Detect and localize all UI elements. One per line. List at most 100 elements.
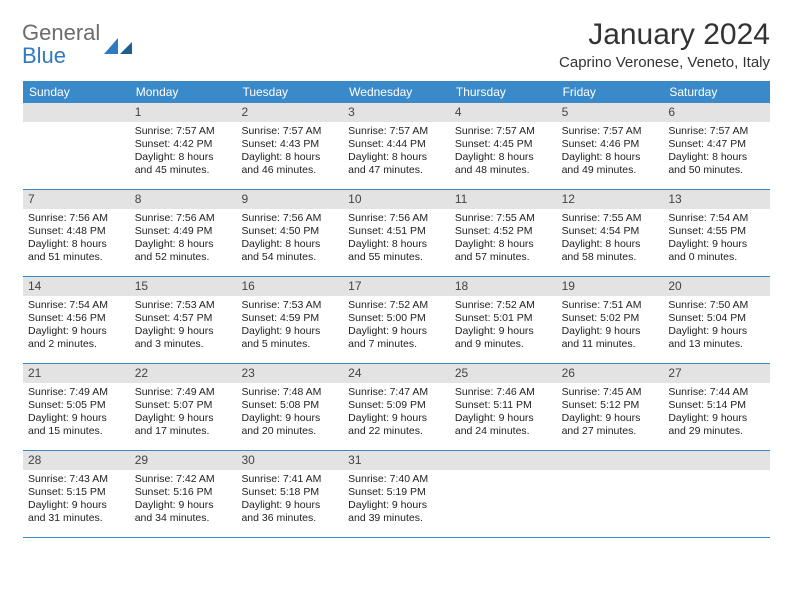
daylight-text-1: Daylight: 8 hours <box>241 151 338 164</box>
sunset-text: Sunset: 4:54 PM <box>562 225 659 238</box>
day-number: 22 <box>130 364 237 383</box>
daylight-text-2: and 5 minutes. <box>241 338 338 351</box>
daylight-text-2: and 51 minutes. <box>28 251 125 264</box>
day-number: 21 <box>23 364 130 383</box>
empty-cell: . <box>450 451 557 537</box>
daylight-text-2: and 7 minutes. <box>348 338 445 351</box>
sunset-text: Sunset: 4:59 PM <box>241 312 338 325</box>
daylight-text-2: and 52 minutes. <box>135 251 232 264</box>
location-label: Caprino Veronese, Veneto, Italy <box>559 54 770 71</box>
sunset-text: Sunset: 5:08 PM <box>241 399 338 412</box>
day-cell: 14Sunrise: 7:54 AMSunset: 4:56 PMDayligh… <box>23 277 130 363</box>
sunset-text: Sunset: 5:11 PM <box>455 399 552 412</box>
day-number: 18 <box>450 277 557 296</box>
day-cell: 25Sunrise: 7:46 AMSunset: 5:11 PMDayligh… <box>450 364 557 450</box>
daylight-text-1: Daylight: 9 hours <box>668 238 765 251</box>
sunset-text: Sunset: 5:15 PM <box>28 486 125 499</box>
sunset-text: Sunset: 4:49 PM <box>135 225 232 238</box>
day-details: Sunrise: 7:45 AMSunset: 5:12 PMDaylight:… <box>557 383 664 444</box>
sunset-text: Sunset: 4:55 PM <box>668 225 765 238</box>
sunset-text: Sunset: 5:07 PM <box>135 399 232 412</box>
logo-text-blue: Blue <box>22 43 100 69</box>
sunrise-text: Sunrise: 7:52 AM <box>348 299 445 312</box>
daylight-text-1: Daylight: 8 hours <box>28 238 125 251</box>
day-details: Sunrise: 7:44 AMSunset: 5:14 PMDaylight:… <box>663 383 770 444</box>
day-number: 3 <box>343 103 450 122</box>
sunrise-text: Sunrise: 7:49 AM <box>135 386 232 399</box>
day-number: 14 <box>23 277 130 296</box>
day-number: 26 <box>557 364 664 383</box>
day-details: Sunrise: 7:42 AMSunset: 5:16 PMDaylight:… <box>130 470 237 531</box>
day-number: . <box>23 103 130 122</box>
day-number: 1 <box>130 103 237 122</box>
day-number: 24 <box>343 364 450 383</box>
sunset-text: Sunset: 5:02 PM <box>562 312 659 325</box>
day-number: . <box>663 451 770 470</box>
day-details: Sunrise: 7:55 AMSunset: 4:52 PMDaylight:… <box>450 209 557 270</box>
week-row: 28Sunrise: 7:43 AMSunset: 5:15 PMDayligh… <box>23 451 770 538</box>
day-details: Sunrise: 7:46 AMSunset: 5:11 PMDaylight:… <box>450 383 557 444</box>
day-details: Sunrise: 7:53 AMSunset: 4:59 PMDaylight:… <box>236 296 343 357</box>
day-number: 20 <box>663 277 770 296</box>
day-cell: 29Sunrise: 7:42 AMSunset: 5:16 PMDayligh… <box>130 451 237 537</box>
day-cell: 20Sunrise: 7:50 AMSunset: 5:04 PMDayligh… <box>663 277 770 363</box>
daylight-text-2: and 3 minutes. <box>135 338 232 351</box>
daylight-text-2: and 24 minutes. <box>455 425 552 438</box>
daylight-text-1: Daylight: 9 hours <box>348 412 445 425</box>
day-cell: 18Sunrise: 7:52 AMSunset: 5:01 PMDayligh… <box>450 277 557 363</box>
week-row: 7Sunrise: 7:56 AMSunset: 4:48 PMDaylight… <box>23 190 770 277</box>
daylight-text-1: Daylight: 9 hours <box>348 325 445 338</box>
sunrise-text: Sunrise: 7:45 AM <box>562 386 659 399</box>
sunrise-text: Sunrise: 7:57 AM <box>135 125 232 138</box>
day-details: Sunrise: 7:57 AMSunset: 4:45 PMDaylight:… <box>450 122 557 183</box>
day-number: 28 <box>23 451 130 470</box>
logo: General Blue <box>22 18 132 69</box>
day-cell: 17Sunrise: 7:52 AMSunset: 5:00 PMDayligh… <box>343 277 450 363</box>
daylight-text-1: Daylight: 8 hours <box>668 151 765 164</box>
day-cell: 24 Sunrise: 7:47 AMSunset: 5:09 PMDayligh… <box>343 364 450 450</box>
daylight-text-1: Daylight: 8 hours <box>455 151 552 164</box>
daylight-text-2: and 58 minutes. <box>562 251 659 264</box>
dow-wednesday: Wednesday <box>343 81 450 103</box>
sunrise-text: Sunrise: 7:54 AM <box>28 299 125 312</box>
daylight-text-1: Daylight: 9 hours <box>562 325 659 338</box>
daylight-text-2: and 22 minutes. <box>348 425 445 438</box>
day-number: 11 <box>450 190 557 209</box>
sunrise-text: Sunrise: 7:47 AM <box>348 386 445 399</box>
sunset-text: Sunset: 5:19 PM <box>348 486 445 499</box>
sunrise-text: Sunrise: 7:55 AM <box>455 212 552 225</box>
sunrise-text: Sunrise: 7:56 AM <box>241 212 338 225</box>
day-details: Sunrise: 7:57 AMSunset: 4:46 PMDaylight:… <box>557 122 664 183</box>
daylight-text-1: Daylight: 9 hours <box>28 325 125 338</box>
day-cell: 16Sunrise: 7:53 AMSunset: 4:59 PMDayligh… <box>236 277 343 363</box>
daylight-text-1: Daylight: 9 hours <box>28 499 125 512</box>
sunset-text: Sunset: 5:09 PM <box>348 399 445 412</box>
sunset-text: Sunset: 4:50 PM <box>241 225 338 238</box>
sunrise-text: Sunrise: 7:42 AM <box>135 473 232 486</box>
sunrise-text: Sunrise: 7:56 AM <box>348 212 445 225</box>
daylight-text-1: Daylight: 9 hours <box>668 412 765 425</box>
day-of-week-row: SundayMondayTuesdayWednesdayThursdayFrid… <box>23 81 770 103</box>
daylight-text-1: Daylight: 8 hours <box>241 238 338 251</box>
calendar: SundayMondayTuesdayWednesdayThursdayFrid… <box>22 81 770 538</box>
dow-tuesday: Tuesday <box>236 81 343 103</box>
day-details: Sunrise: 7:57 AMSunset: 4:42 PMDaylight:… <box>130 122 237 183</box>
sunrise-text: Sunrise: 7:53 AM <box>135 299 232 312</box>
day-number: 29 <box>130 451 237 470</box>
daylight-text-1: Daylight: 8 hours <box>348 238 445 251</box>
sunset-text: Sunset: 5:18 PM <box>241 486 338 499</box>
day-cell: 26Sunrise: 7:45 AMSunset: 5:12 PMDayligh… <box>557 364 664 450</box>
empty-cell: . <box>23 103 130 189</box>
day-cell: 11Sunrise: 7:55 AMSunset: 4:52 PMDayligh… <box>450 190 557 276</box>
day-details: Sunrise: 7:57 AMSunset: 4:43 PMDaylight:… <box>236 122 343 183</box>
daylight-text-1: Daylight: 9 hours <box>668 325 765 338</box>
sunset-text: Sunset: 5:01 PM <box>455 312 552 325</box>
daylight-text-1: Daylight: 9 hours <box>241 412 338 425</box>
day-details: Sunrise: 7:41 AMSunset: 5:18 PMDaylight:… <box>236 470 343 531</box>
day-number: . <box>557 451 664 470</box>
daylight-text-1: Daylight: 9 hours <box>28 412 125 425</box>
day-number: 27 <box>663 364 770 383</box>
daylight-text-2: and 46 minutes. <box>241 164 338 177</box>
dow-monday: Monday <box>130 81 237 103</box>
daylight-text-1: Daylight: 9 hours <box>562 412 659 425</box>
